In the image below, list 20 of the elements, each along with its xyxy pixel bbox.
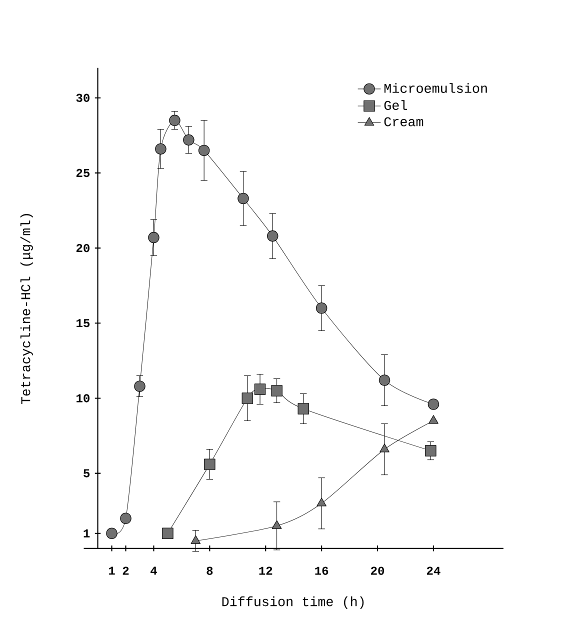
x-tick-label: 4 [150,566,158,575]
x-axis-title: Diffusion time (h) [222,596,364,609]
x-tick-label: 24 [427,566,440,575]
y-tick-label: 20 [76,244,90,252]
legend-label: Microemulsion [384,83,488,93]
y-tick-label: 1 [84,529,90,538]
y-tick-label: 30 [76,94,90,102]
legend-label: Cream [384,117,424,126]
legend-label: Gel [384,100,408,110]
x-tick-label: 2 [123,566,129,575]
y-tick-label: 25 [76,168,90,178]
y-tick-label: 5 [84,469,90,478]
y-tick-label: 15 [76,319,90,328]
x-tick-label: 12 [259,566,272,575]
x-tick-label: 1 [109,566,116,575]
x-tick-label: 20 [371,566,384,575]
x-tick-label: 16 [315,566,328,575]
x-tick-label: 8 [206,566,213,575]
y-tick-label: 10 [76,394,90,402]
y-axis-title: Tetracycline-HCl (μg/ml) [20,214,34,404]
